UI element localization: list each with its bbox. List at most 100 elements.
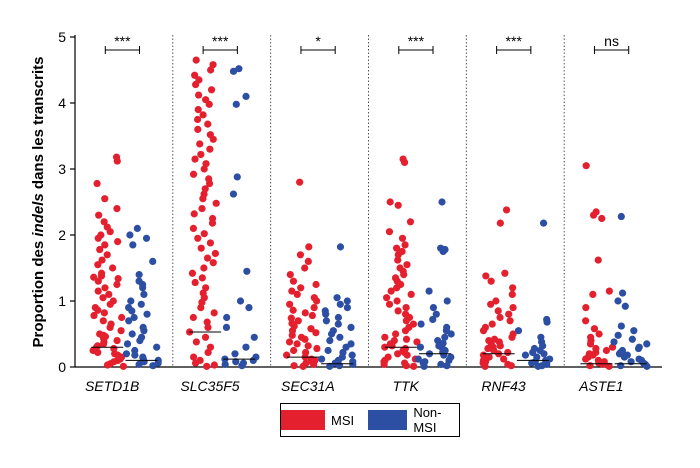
point-nonmsi-ttk (443, 362, 451, 370)
point-msi-ttk (385, 228, 394, 236)
point-msi-sec31a (313, 344, 321, 353)
point-nonmsi-ttk (437, 360, 445, 368)
point-msi-aste1 (582, 317, 590, 325)
point-msi-slc35f5 (204, 323, 212, 331)
point-msi-ttk (403, 261, 411, 269)
point-msi-aste1 (590, 325, 599, 333)
point-msi-aste1 (586, 362, 594, 370)
point-msi-sec31a (312, 329, 320, 337)
point-msi-setd1b (114, 274, 122, 283)
point-msi-rnf43 (494, 307, 502, 315)
point-msi-ttk (406, 218, 415, 226)
point-msi-slc35f5 (207, 66, 215, 74)
point-msi-slc35f5 (200, 165, 208, 173)
point-msi-sec31a (286, 271, 294, 279)
point-nonmsi-aste1 (620, 353, 629, 361)
point-msi-sec31a (310, 304, 318, 312)
point-msi-sec31a (297, 284, 305, 292)
point-msi-slc35f5 (191, 359, 200, 367)
point-msi-slc35f5 (212, 199, 220, 207)
point-msi-slc35f5 (196, 140, 204, 148)
y-tick-label: 4 (58, 95, 66, 111)
point-nonmsi-sec31a (336, 300, 344, 308)
point-msi-setd1b (103, 361, 112, 369)
point-nonmsi-setd1b (140, 327, 148, 335)
point-msi-rnf43 (487, 277, 495, 285)
y-axis-label-suffix: dans les transcrits (30, 57, 47, 194)
point-nonmsi-slc35f5 (229, 67, 238, 75)
point-msi-rnf43 (481, 362, 489, 370)
point-nonmsi-slc35f5 (238, 362, 246, 370)
significance-label: *** (212, 33, 229, 49)
point-msi-sec31a (304, 342, 312, 350)
point-nonmsi-rnf43 (539, 219, 548, 227)
point-msi-slc35f5 (200, 264, 208, 272)
point-msi-rnf43 (505, 310, 513, 318)
point-msi-ttk (392, 330, 400, 338)
point-nonmsi-sec31a (336, 243, 345, 251)
point-nonmsi-slc35f5 (232, 358, 240, 366)
point-nonmsi-setd1b (139, 284, 147, 292)
point-msi-slc35f5 (188, 269, 197, 277)
point-nonmsi-aste1 (618, 289, 627, 297)
point-msi-slc35f5 (204, 120, 212, 128)
significance-label: ns (604, 33, 619, 49)
point-nonmsi-aste1 (617, 362, 625, 370)
point-nonmsi-sec31a (343, 304, 351, 312)
point-nonmsi-ttk (443, 297, 451, 305)
point-msi-slc35f5 (211, 249, 219, 258)
point-msi-slc35f5 (205, 100, 213, 108)
x-tick-label-aste1: ASTE1 (578, 378, 623, 394)
point-msi-aste1 (589, 290, 597, 298)
point-msi-sec31a (299, 362, 307, 370)
y-tick-label: 1 (58, 293, 66, 309)
point-nonmsi-sec31a (324, 346, 332, 355)
point-nonmsi-slc35f5 (223, 313, 231, 322)
point-nonmsi-rnf43 (521, 351, 530, 359)
point-msi-ttk (402, 317, 410, 325)
point-nonmsi-ttk (416, 343, 425, 351)
point-msi-slc35f5 (192, 56, 200, 64)
point-msi-sec31a (310, 360, 318, 368)
point-msi-setd1b (106, 323, 114, 331)
point-msi-slc35f5 (191, 155, 199, 163)
point-nonmsi-rnf43 (543, 318, 551, 326)
significance-brackets: *** *** * *** *** ns (104, 33, 630, 54)
x-tick-label-slc35f5: SLC35F5 (180, 378, 239, 394)
point-nonmsi-sec31a (318, 355, 326, 363)
point-msi-sec31a (293, 340, 301, 348)
point-msi-rnf43 (501, 269, 509, 277)
point-msi-ttk (381, 333, 389, 341)
point-msi-rnf43 (496, 313, 504, 322)
point-msi-sec31a (305, 243, 313, 251)
point-msi-setd1b (94, 261, 102, 269)
point-nonmsi-slc35f5 (222, 323, 231, 331)
point-msi-rnf43 (500, 355, 508, 363)
point-msi-ttk (403, 351, 411, 359)
point-msi-aste1 (605, 362, 613, 370)
point-nonmsi-setd1b (137, 300, 145, 308)
significance-label: *** (506, 33, 523, 49)
point-msi-setd1b (106, 228, 114, 236)
point-nonmsi-sec31a (342, 343, 350, 351)
point-msi-ttk (402, 304, 410, 312)
axes: 0 1 2 3 4 5 (58, 29, 662, 375)
legend-label-msi: MSI (331, 412, 355, 428)
point-nonmsi-rnf43 (540, 350, 548, 358)
point-nonmsi-setd1b (153, 343, 161, 351)
point-msi-slc35f5 (197, 244, 205, 252)
y-tick-label: 0 (58, 359, 66, 375)
point-msi-ttk (393, 284, 401, 292)
legend-item-nonmsi: Non-MSI (368, 405, 459, 435)
point-msi-sec31a (285, 338, 294, 346)
point-msi-ttk (402, 335, 411, 343)
point-nonmsi-rnf43 (529, 348, 537, 357)
point-msi-aste1 (605, 287, 613, 295)
point-msi-sec31a (308, 311, 316, 320)
point-msi-setd1b (96, 245, 104, 254)
point-msi-ttk (402, 362, 410, 370)
point-msi-setd1b (99, 340, 108, 348)
point-msi-rnf43 (508, 333, 516, 341)
point-msi-slc35f5 (205, 179, 214, 188)
point-nonmsi-aste1 (634, 344, 643, 353)
